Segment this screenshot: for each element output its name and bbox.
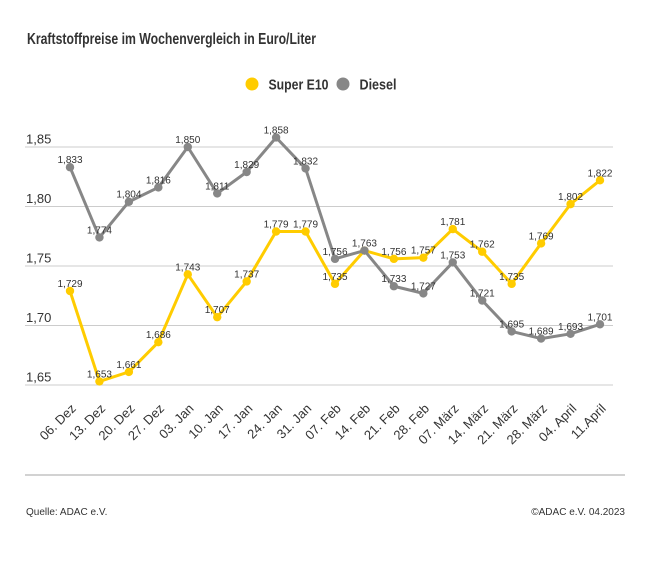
svg-text:1,756: 1,756 bbox=[381, 247, 406, 258]
svg-text:1,774: 1,774 bbox=[87, 225, 112, 236]
svg-text:1,829: 1,829 bbox=[234, 160, 259, 171]
svg-text:1,695: 1,695 bbox=[499, 319, 524, 330]
svg-text:1,85: 1,85 bbox=[26, 131, 51, 146]
svg-text:1,756: 1,756 bbox=[322, 247, 347, 258]
svg-text:©ADAC e.V. 04.2023: ©ADAC e.V. 04.2023 bbox=[531, 507, 625, 518]
svg-text:1,80: 1,80 bbox=[26, 191, 51, 206]
svg-text:1,832: 1,832 bbox=[293, 156, 318, 167]
svg-text:1,850: 1,850 bbox=[175, 135, 200, 146]
svg-text:1,822: 1,822 bbox=[587, 168, 612, 179]
svg-text:1,693: 1,693 bbox=[558, 322, 583, 333]
svg-text:1,735: 1,735 bbox=[499, 272, 524, 283]
svg-text:1,763: 1,763 bbox=[352, 239, 377, 250]
svg-text:1,729: 1,729 bbox=[57, 279, 82, 290]
svg-text:1,757: 1,757 bbox=[411, 246, 436, 257]
svg-text:1,733: 1,733 bbox=[381, 274, 406, 285]
svg-text:1,804: 1,804 bbox=[116, 190, 141, 201]
svg-text:1,743: 1,743 bbox=[175, 262, 200, 273]
svg-text:1,707: 1,707 bbox=[205, 305, 230, 316]
svg-text:1,727: 1,727 bbox=[411, 281, 436, 292]
svg-text:1,721: 1,721 bbox=[470, 289, 495, 300]
svg-text:1,661: 1,661 bbox=[116, 360, 141, 371]
svg-text:1,70: 1,70 bbox=[26, 310, 51, 325]
svg-text:1,735: 1,735 bbox=[322, 272, 347, 283]
svg-text:1,769: 1,769 bbox=[529, 231, 554, 242]
svg-text:1,689: 1,689 bbox=[529, 327, 554, 338]
svg-text:1,811: 1,811 bbox=[205, 181, 230, 192]
svg-text:Quelle: ADAC e.V.: Quelle: ADAC e.V. bbox=[26, 507, 107, 518]
svg-text:1,833: 1,833 bbox=[57, 155, 82, 166]
svg-text:1,686: 1,686 bbox=[146, 330, 171, 341]
svg-text:1,653: 1,653 bbox=[87, 369, 112, 380]
svg-text:1,779: 1,779 bbox=[293, 219, 318, 230]
svg-text:1,816: 1,816 bbox=[146, 175, 171, 186]
svg-text:1,65: 1,65 bbox=[26, 369, 51, 384]
svg-text:Diesel: Diesel bbox=[360, 77, 397, 94]
svg-text:1,802: 1,802 bbox=[558, 192, 583, 203]
svg-text:1,75: 1,75 bbox=[26, 250, 51, 265]
svg-text:1,701: 1,701 bbox=[587, 312, 612, 323]
svg-text:1,753: 1,753 bbox=[440, 250, 465, 261]
svg-text:Kraftstoffpreise im Wochenverg: Kraftstoffpreise im Wochenvergleich in E… bbox=[27, 31, 316, 48]
svg-text:1,737: 1,737 bbox=[234, 269, 259, 280]
svg-text:1,858: 1,858 bbox=[264, 125, 289, 136]
svg-text:Super E10: Super E10 bbox=[269, 77, 329, 94]
svg-text:1,781: 1,781 bbox=[440, 217, 465, 228]
svg-text:1,762: 1,762 bbox=[470, 240, 495, 251]
svg-text:1,779: 1,779 bbox=[264, 219, 289, 230]
